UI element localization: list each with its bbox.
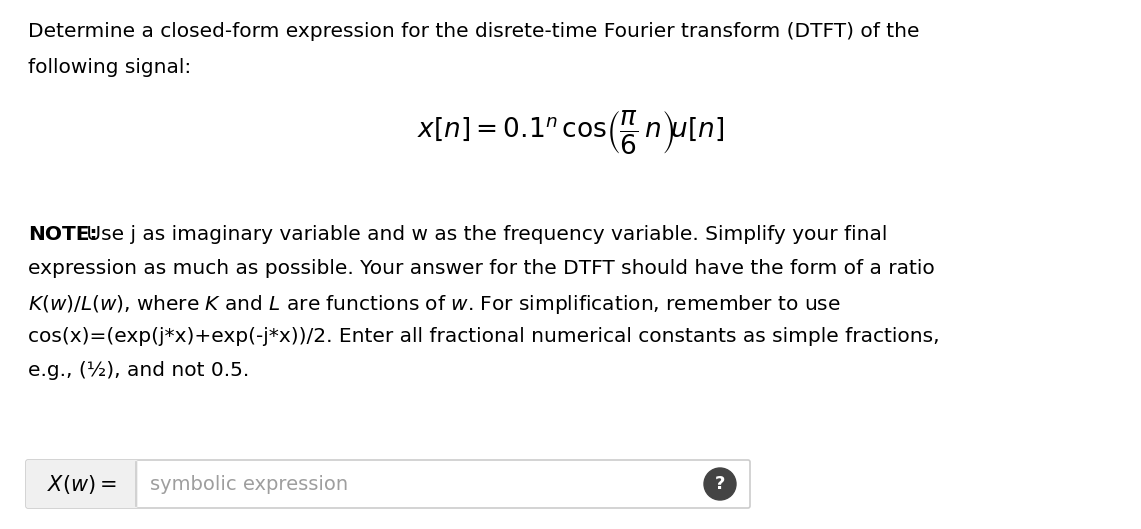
- Text: $K(w)/L(w)$, where $K$ and $L$ are functions of $w$. For simplification, remembe: $K(w)/L(w)$, where $K$ and $L$ are funct…: [29, 293, 841, 316]
- Text: Determine a closed-form expression for the disrete-time Fourier transform (DTFT): Determine a closed-form expression for t…: [29, 22, 920, 41]
- Text: $X(w) =$: $X(w) =$: [47, 472, 118, 496]
- Text: expression as much as possible. Your answer for the DTFT should have the form of: expression as much as possible. Your ans…: [29, 259, 934, 278]
- FancyBboxPatch shape: [26, 460, 750, 508]
- Text: following signal:: following signal:: [29, 58, 192, 77]
- Text: ?: ?: [714, 475, 726, 493]
- Text: NOTE:: NOTE:: [29, 225, 97, 244]
- Text: $x[n] = 0.1^n \, \cos\!\left(\dfrac{\pi}{6}\,n\right)\!u[n]$: $x[n] = 0.1^n \, \cos\!\left(\dfrac{\pi}…: [418, 108, 725, 156]
- Text: cos(x)=(exp(j*x)+exp(-j*x))/2. Enter all fractional numerical constants as simpl: cos(x)=(exp(j*x)+exp(-j*x))/2. Enter all…: [29, 327, 940, 346]
- Text: e.g., (½), and not 0.5.: e.g., (½), and not 0.5.: [29, 361, 249, 380]
- Circle shape: [704, 468, 736, 500]
- Text: Use ​j​ as imaginary variable and ​w​ as the frequency variable. Simplify your f: Use ​j​ as imaginary variable and ​w​ as…: [80, 225, 888, 244]
- FancyBboxPatch shape: [26, 460, 138, 508]
- Text: symbolic expression: symbolic expression: [149, 475, 348, 494]
